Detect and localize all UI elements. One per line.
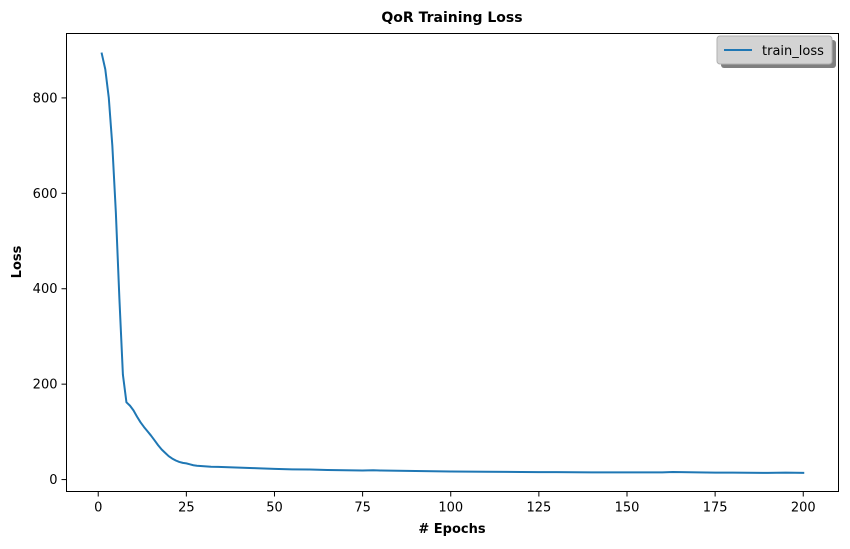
- chart-title: QoR Training Loss: [381, 10, 522, 26]
- x-tick-label: 100: [438, 501, 463, 516]
- x-axis-title: # Epochs: [418, 522, 485, 537]
- y-tick-label: 800: [33, 91, 58, 106]
- y-tick-label: 200: [33, 378, 58, 393]
- legend-label: train_loss: [762, 44, 824, 59]
- x-tick-label: 50: [266, 501, 283, 516]
- x-tick-label: 75: [354, 501, 371, 516]
- x-tick-label: 25: [178, 501, 195, 516]
- x-axis-ticks: 0 25 50 75 100 125 150 175 200: [94, 491, 816, 516]
- x-tick-label: 0: [94, 501, 102, 516]
- x-tick-label: 150: [615, 501, 640, 516]
- y-axis-title: Loss: [10, 245, 25, 278]
- y-axis-ticks: 0 200 400 600 800: [33, 91, 67, 488]
- plot-area: [66, 33, 839, 492]
- plot-frame: [66, 33, 839, 492]
- series-line-train-loss: [100, 52, 805, 474]
- x-tick-label: 175: [703, 501, 728, 516]
- y-tick-label: 0: [49, 473, 57, 488]
- y-tick-label: 600: [33, 187, 58, 202]
- x-tick-label: 200: [791, 501, 816, 516]
- x-tick-label: 125: [526, 501, 551, 516]
- legend-box: [716, 35, 833, 65]
- y-tick-label: 400: [33, 282, 58, 297]
- legend: train_loss: [716, 35, 836, 68]
